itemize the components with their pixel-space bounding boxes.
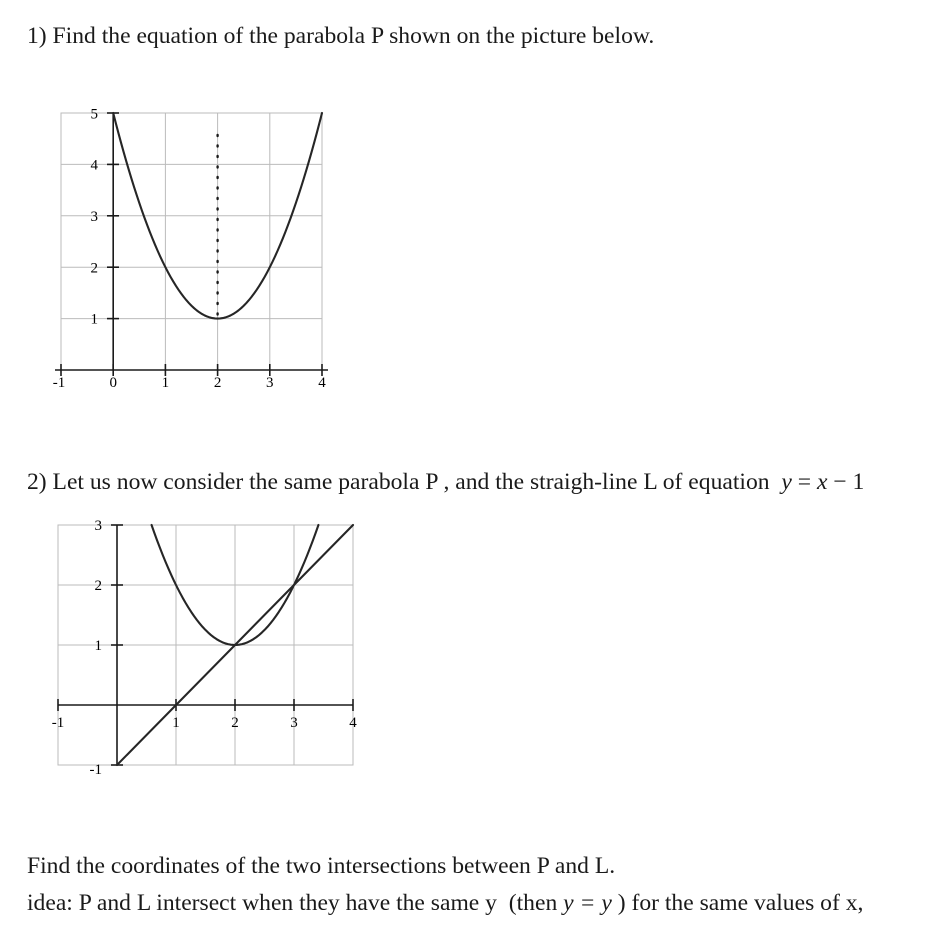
- svg-text:-1: -1: [52, 715, 65, 731]
- svg-text:5: 5: [91, 107, 99, 123]
- svg-text:3: 3: [290, 715, 298, 731]
- svg-text:0: 0: [109, 375, 117, 391]
- svg-text:4: 4: [349, 715, 357, 731]
- svg-text:2: 2: [95, 578, 103, 594]
- svg-text:1: 1: [172, 715, 180, 731]
- svg-text:3: 3: [266, 375, 274, 391]
- svg-text:1: 1: [95, 638, 103, 654]
- svg-text:-1: -1: [90, 762, 103, 775]
- svg-text:4: 4: [318, 375, 326, 391]
- svg-text:2: 2: [214, 375, 222, 391]
- svg-text:1: 1: [162, 375, 170, 391]
- svg-text:2: 2: [231, 715, 239, 731]
- svg-text:3: 3: [95, 518, 103, 534]
- svg-text:1: 1: [91, 312, 99, 328]
- svg-text:4: 4: [91, 158, 99, 174]
- svg-text:-1: -1: [53, 375, 66, 391]
- svg-text:2: 2: [91, 260, 99, 276]
- svg-text:3: 3: [91, 209, 99, 225]
